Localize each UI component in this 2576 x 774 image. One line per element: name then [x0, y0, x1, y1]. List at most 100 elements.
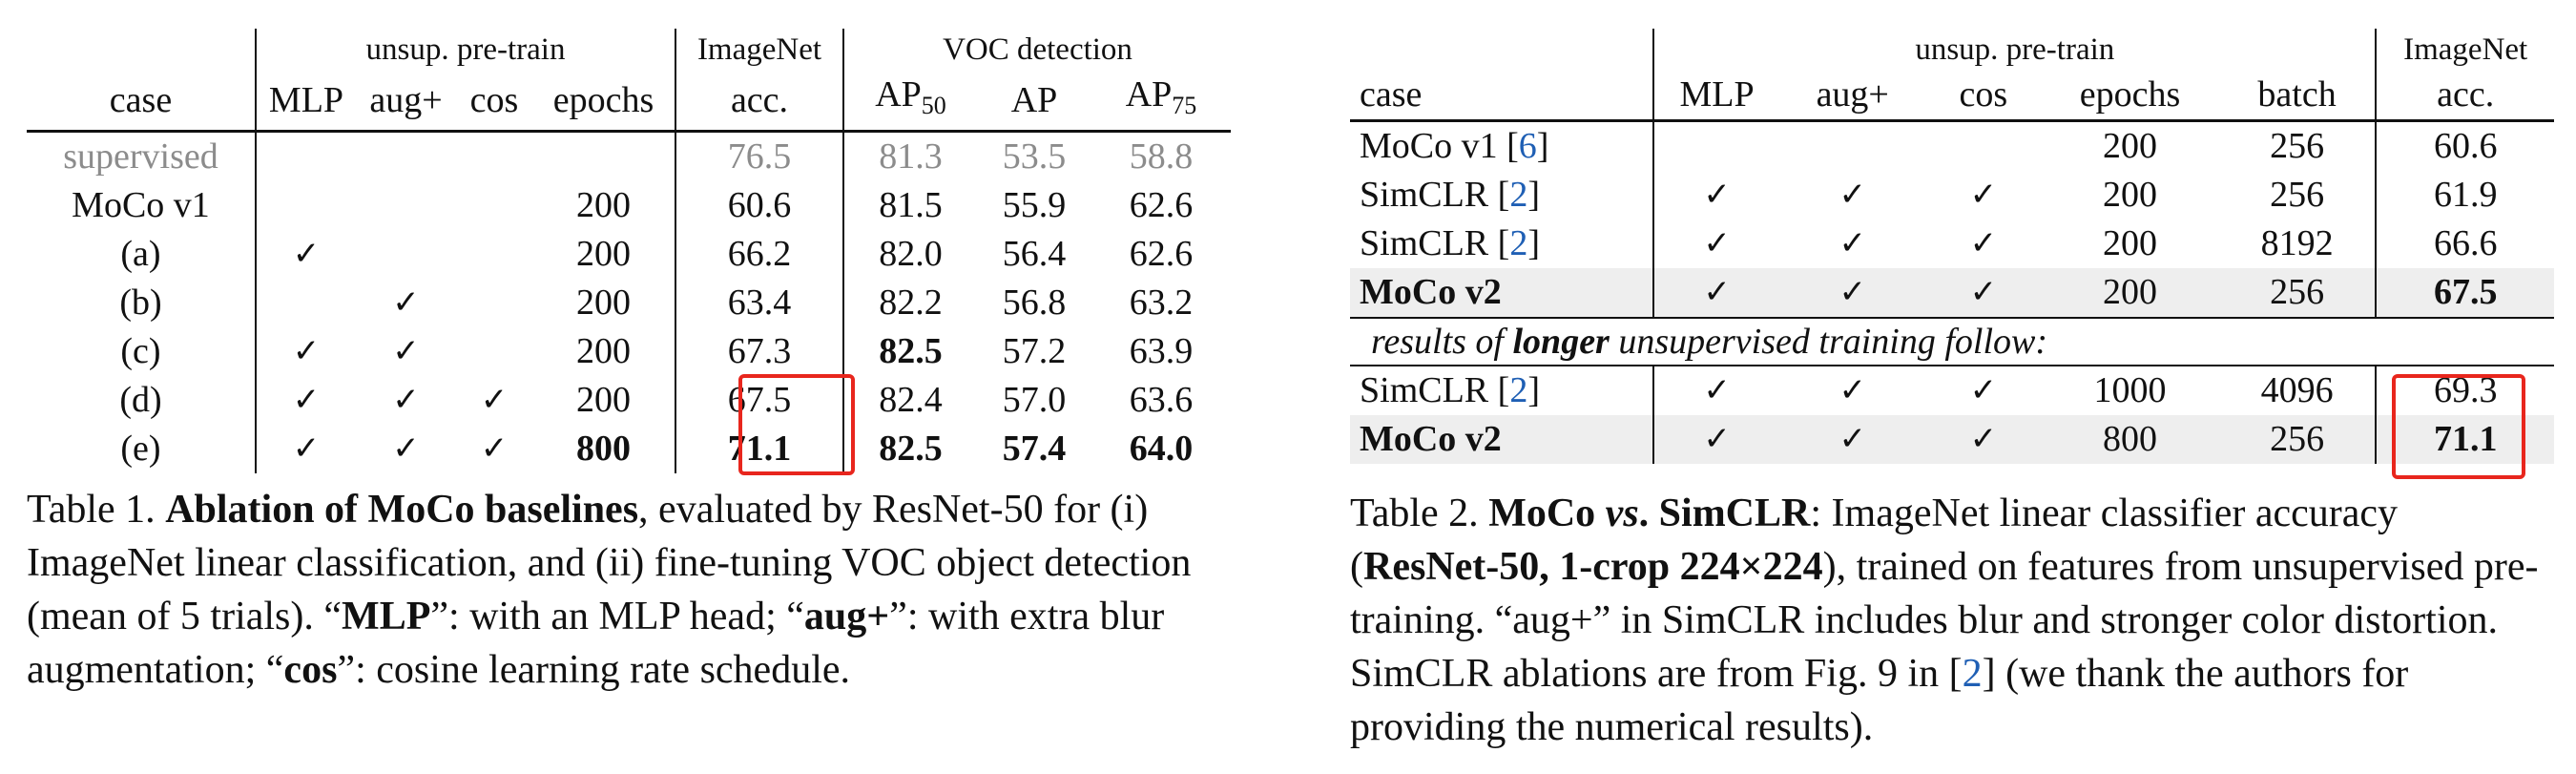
- check-cell: ✓: [255, 327, 356, 376]
- case-cell: SimCLR [2]: [1360, 175, 1540, 215]
- t2-note-row: results of longer unsupervised training …: [1350, 317, 2554, 366]
- case-cell: SimCLR [2]: [1360, 223, 1540, 263]
- check-cell: ✓: [1925, 415, 2042, 464]
- t2-col-aug: aug+: [1816, 74, 1889, 115]
- check-cell: [356, 130, 456, 181]
- table2: unsup. pre-train ImageNet case MLP aug+ …: [1350, 29, 2554, 464]
- check-cell: [1925, 119, 2042, 171]
- ap75-cell: 62.6: [1129, 234, 1194, 274]
- check-cell: [456, 279, 532, 327]
- ap-cell: 55.9: [1002, 185, 1067, 225]
- ap50-cell: 82.5: [842, 425, 977, 473]
- table2-caption: Table 2. MoCo vs. SimCLR: ImageNet linea…: [1350, 492, 2539, 749]
- acc-cell: 76.5: [675, 130, 843, 181]
- t1-col-ap: AP: [1010, 79, 1058, 120]
- check-cell: ✓: [1839, 371, 1866, 409]
- epochs-cell: 800: [576, 429, 631, 469]
- batch-cell: 256: [2218, 119, 2377, 171]
- citation-link[interactable]: 2: [1509, 223, 1528, 263]
- ap75-cell: 63.9: [1129, 331, 1194, 371]
- check-cell: ✓: [1652, 415, 1779, 464]
- t1-col-cos: cos: [469, 79, 519, 120]
- batch-cell: 256: [2270, 175, 2325, 215]
- t1-col-epochs: epochs: [552, 79, 654, 120]
- ap75-cell: 63.6: [1129, 380, 1194, 420]
- table-row: (e) ✓ ✓ ✓ 800 71.1 82.5 57.4 64.0: [27, 425, 1231, 473]
- check-cell: ✓: [1778, 415, 1926, 464]
- check-cell: [255, 279, 356, 327]
- check-cell: [255, 181, 356, 230]
- batch-cell: 256: [2218, 268, 2377, 318]
- batch-cell: 4096: [2260, 370, 2334, 410]
- t1-col-ap75: AP75: [1125, 74, 1197, 119]
- check-cell: ✓: [1652, 366, 1779, 415]
- batch-cell: 8192: [2260, 223, 2334, 263]
- case-cell: MoCo v1 [6]: [1350, 119, 1654, 171]
- t1-col-mlp: MLP: [255, 71, 356, 132]
- case-cell: supervised: [27, 130, 256, 181]
- check-cell: ✓: [1839, 224, 1866, 262]
- check-cell: [1778, 119, 1926, 171]
- t2-col-case: case: [1360, 74, 1423, 115]
- table-row: MoCo v1 [6] 200 256 60.6: [1350, 119, 2554, 171]
- acc-cell: 63.4: [675, 279, 843, 327]
- table2-figure: unsup. pre-train ImageNet case MLP aug+ …: [1350, 29, 2554, 754]
- check-cell: ✓: [1778, 268, 1926, 318]
- epochs-cell: 200: [2103, 223, 2157, 263]
- batch-cell: 256: [2218, 415, 2377, 464]
- table1-column-header: case MLP aug+ cos epochs acc. AP50 AP AP…: [27, 71, 1231, 132]
- citation-link[interactable]: 6: [1518, 126, 1537, 166]
- t2-col-acc: acc.: [2375, 71, 2554, 121]
- ap-cell: 53.5: [977, 130, 1091, 181]
- check-cell: ✓: [1925, 268, 2042, 318]
- case-cell: (a): [120, 234, 161, 274]
- ap-cell: 57.0: [1002, 380, 1067, 420]
- epochs-cell: 200: [576, 331, 631, 371]
- check-cell: [456, 327, 532, 376]
- check-cell: ✓: [392, 381, 420, 419]
- epochs-cell: 200: [2103, 175, 2157, 215]
- table-row: (c) ✓ ✓ 200 67.3 82.5 57.2 63.9: [27, 327, 1231, 376]
- case-cell: MoCo v2: [1350, 415, 1654, 464]
- table1-figure: unsup. pre-train ImageNet VOC detection …: [27, 29, 1250, 697]
- check-cell: ✓: [480, 381, 509, 419]
- table-row: SimCLR [2] ✓ ✓ ✓ 200 8192 66.6: [1350, 220, 2554, 268]
- acc-cell: 66.6: [2375, 220, 2554, 268]
- ap-cell: 56.4: [1002, 234, 1067, 274]
- t2-note: results of longer unsupervised training …: [1350, 317, 2554, 366]
- acc-cell: 67.3: [675, 327, 843, 376]
- table-row: SimCLR [2] ✓ ✓ ✓ 1000 4096 69.3: [1350, 366, 2554, 415]
- table2-group-header: unsup. pre-train ImageNet: [1350, 29, 2554, 71]
- check-cell: [456, 130, 532, 181]
- table-row: MoCo v2 ✓ ✓ ✓ 200 256 67.5: [1350, 268, 2554, 318]
- check-cell: ✓: [255, 425, 356, 473]
- case-cell: (d): [119, 380, 162, 420]
- ap-cell: 57.4: [1002, 429, 1067, 469]
- case-cell: (c): [120, 331, 161, 371]
- case-cell: MoCo v2: [1350, 268, 1654, 318]
- table2-column-header: case MLP aug+ cos epochs batch acc.: [1350, 71, 2554, 121]
- table-row: MoCo v1 200 60.6 81.5 55.9 62.6: [27, 181, 1231, 230]
- ap-cell: 56.8: [1002, 282, 1067, 323]
- ap50-cell: 82.2: [842, 279, 977, 327]
- t1-col-acc: acc.: [675, 71, 843, 132]
- t1-col-ap50: AP50: [842, 71, 977, 132]
- t2-col-batch: batch: [2257, 74, 2337, 115]
- check-cell: ✓: [392, 283, 420, 322]
- check-cell: ✓: [1969, 176, 1998, 214]
- check-cell: [456, 230, 532, 279]
- ap50-cell: 82.0: [842, 230, 977, 279]
- table-row: (d) ✓ ✓ ✓ 200 67.5 82.4 57.0 63.6: [27, 376, 1231, 425]
- table-row: supervised 76.5 81.3 53.5 58.8: [27, 130, 1231, 181]
- case-cell: MoCo v1: [72, 185, 210, 225]
- ap50-cell: 82.5: [842, 327, 977, 376]
- acc-cell: 66.2: [675, 230, 843, 279]
- ap50-cell: 81.5: [842, 181, 977, 230]
- epochs-cell: [532, 130, 675, 181]
- epochs-cell: 200: [576, 282, 631, 323]
- check-cell: [456, 181, 532, 230]
- citation-link[interactable]: 2: [1509, 175, 1528, 215]
- t2-group-imagenet: ImageNet: [2375, 29, 2554, 71]
- citation-link[interactable]: 2: [1509, 370, 1528, 410]
- check-cell: ✓: [255, 376, 356, 425]
